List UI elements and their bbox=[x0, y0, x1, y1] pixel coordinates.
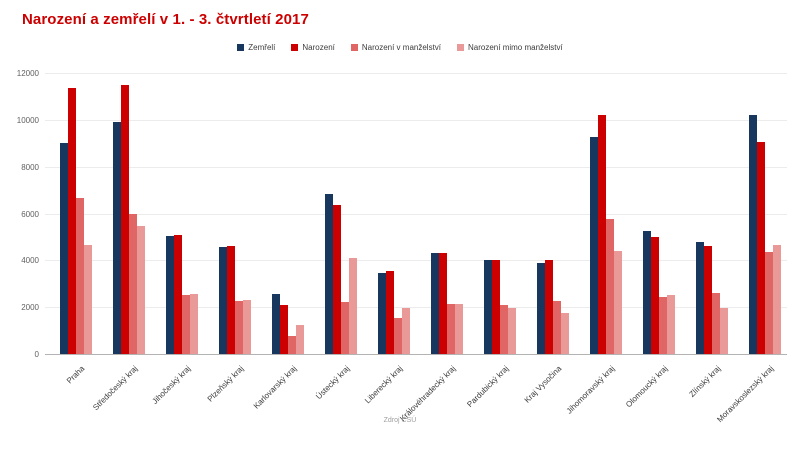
bar bbox=[446, 303, 455, 354]
y-axis-label: 12000 bbox=[16, 69, 39, 78]
bar bbox=[666, 295, 675, 354]
bar bbox=[772, 245, 781, 354]
legend-item: Narození v manželství bbox=[350, 43, 442, 52]
legend-label: Zemřelí bbox=[248, 43, 276, 52]
bar bbox=[454, 303, 463, 354]
legend-label: Narození v manželství bbox=[361, 43, 442, 52]
bar bbox=[295, 324, 304, 354]
y-axis-label: 10000 bbox=[16, 115, 39, 125]
bar bbox=[234, 301, 243, 354]
bar bbox=[711, 293, 720, 354]
bar bbox=[401, 308, 410, 354]
y-axis-label: 0 bbox=[34, 350, 39, 359]
bar bbox=[218, 247, 227, 354]
plot-area: 0 2000 4000 6000 8000 10000 12000 Praha Středoče… bbox=[17, 69, 787, 424]
y-axis-label: 2000 bbox=[21, 303, 39, 313]
bar bbox=[324, 193, 333, 354]
bar bbox=[499, 304, 508, 354]
bar bbox=[271, 294, 280, 354]
bar bbox=[173, 234, 182, 354]
legend-swatch bbox=[237, 44, 245, 51]
bar bbox=[658, 296, 667, 354]
bar bbox=[226, 246, 235, 354]
bar bbox=[764, 252, 773, 354]
chart-page: Narození a zemřelí v 1. - 3. čtvrtletí 2… bbox=[0, 11, 800, 424]
source-label: Zdroj ČSÚ bbox=[383, 417, 417, 424]
bar bbox=[748, 115, 757, 354]
bar bbox=[120, 84, 129, 354]
gridline bbox=[45, 213, 787, 215]
bar bbox=[430, 253, 439, 354]
x-axis-line bbox=[45, 354, 787, 355]
bar bbox=[544, 260, 553, 354]
bar bbox=[605, 219, 614, 354]
bar bbox=[552, 301, 561, 354]
bar bbox=[181, 295, 190, 354]
bar bbox=[59, 143, 68, 354]
bar bbox=[719, 308, 728, 354]
bar bbox=[67, 88, 76, 354]
bar bbox=[136, 226, 145, 354]
bar bbox=[589, 137, 598, 354]
chart-title: Narození a zemřelí v 1. - 3. čtvrtletí 2… bbox=[22, 11, 309, 28]
bar bbox=[385, 270, 394, 354]
bar bbox=[279, 304, 288, 354]
bar bbox=[597, 115, 606, 354]
y-axis-label: 4000 bbox=[21, 256, 39, 266]
legend-label: Narození bbox=[302, 43, 335, 52]
bar bbox=[642, 231, 651, 354]
bar bbox=[165, 235, 174, 354]
bar bbox=[340, 302, 349, 354]
bar bbox=[332, 205, 341, 354]
bar bbox=[393, 317, 402, 354]
bar bbox=[703, 246, 712, 354]
legend-item: Narození mimo manželství bbox=[457, 43, 563, 52]
bar bbox=[507, 308, 516, 354]
y-axis-label: 6000 bbox=[21, 209, 39, 219]
legend-item: Zemřelí bbox=[237, 43, 275, 52]
gridline bbox=[45, 260, 787, 262]
bar bbox=[483, 260, 492, 354]
gridline bbox=[45, 166, 787, 168]
chart-legend: Zemřelí Narození Narození v manželství Naro… bbox=[0, 43, 800, 52]
legend-swatch bbox=[350, 44, 358, 51]
y-axis-label: 8000 bbox=[21, 162, 39, 172]
legend-swatch bbox=[457, 44, 465, 51]
gridline bbox=[45, 73, 787, 74]
bar bbox=[560, 313, 569, 354]
bar bbox=[756, 142, 765, 354]
legend-label: Narození mimo manželství bbox=[468, 43, 563, 52]
legend-swatch bbox=[291, 44, 299, 51]
bar bbox=[613, 250, 622, 354]
bar bbox=[189, 294, 198, 354]
bar bbox=[377, 273, 386, 354]
bar bbox=[650, 236, 659, 354]
bar bbox=[75, 198, 84, 354]
gridline bbox=[45, 119, 787, 121]
bar bbox=[695, 241, 704, 354]
bar bbox=[112, 122, 121, 354]
bar bbox=[348, 258, 357, 354]
bar bbox=[128, 213, 137, 354]
bar bbox=[287, 336, 296, 354]
gridline bbox=[45, 307, 787, 309]
bar bbox=[536, 262, 545, 354]
legend-item: Narození bbox=[291, 43, 335, 52]
bar bbox=[491, 260, 500, 354]
bar bbox=[438, 253, 447, 354]
bar bbox=[83, 245, 92, 354]
bar bbox=[242, 300, 251, 354]
